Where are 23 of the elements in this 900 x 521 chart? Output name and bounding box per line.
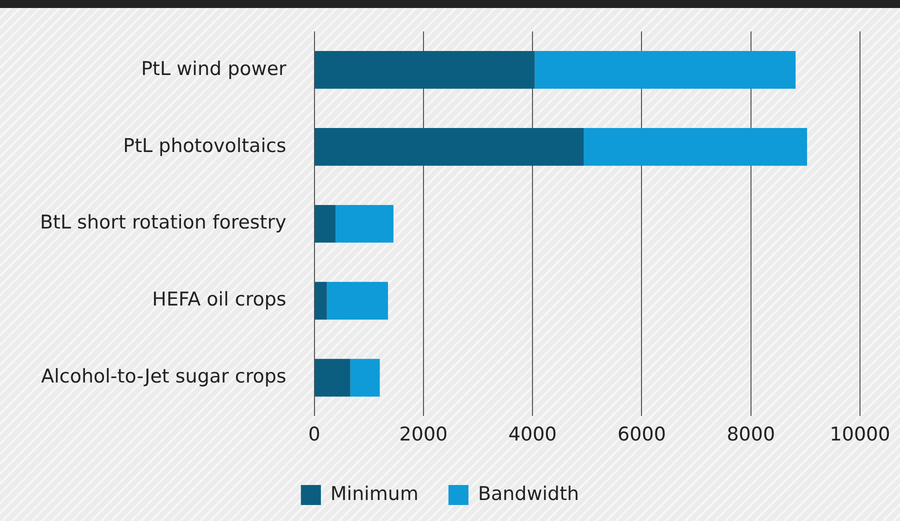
bar (534, 51, 796, 89)
bar (584, 128, 808, 166)
x-tick-label: 4000 (508, 424, 557, 446)
bar (314, 204, 336, 243)
bar (350, 358, 380, 397)
y-tick-label: HEFA oil crops (152, 288, 286, 311)
bar (314, 358, 350, 397)
x-tick-label: 8000 (726, 424, 776, 446)
x-tick-label: 0 (308, 424, 320, 446)
legend-label: Minimum (330, 482, 418, 505)
x-tick-label: 2000 (399, 424, 448, 446)
y-tick-label: Alcohol-to-Jet sugar crops (41, 366, 286, 388)
x-tick-label: 10000 (830, 424, 890, 446)
legend-label: Bandwidth (478, 482, 580, 505)
bar (314, 128, 584, 166)
bar (314, 51, 535, 89)
bar (314, 282, 327, 320)
bar (326, 282, 388, 320)
bar (336, 204, 394, 243)
x-tick-label: 6000 (618, 424, 666, 446)
y-tick-label: BtL short rotation forestry (40, 212, 286, 234)
y-tick-label: PtL wind power (141, 58, 287, 80)
y-tick-label: PtL photovoltaics (123, 134, 286, 157)
